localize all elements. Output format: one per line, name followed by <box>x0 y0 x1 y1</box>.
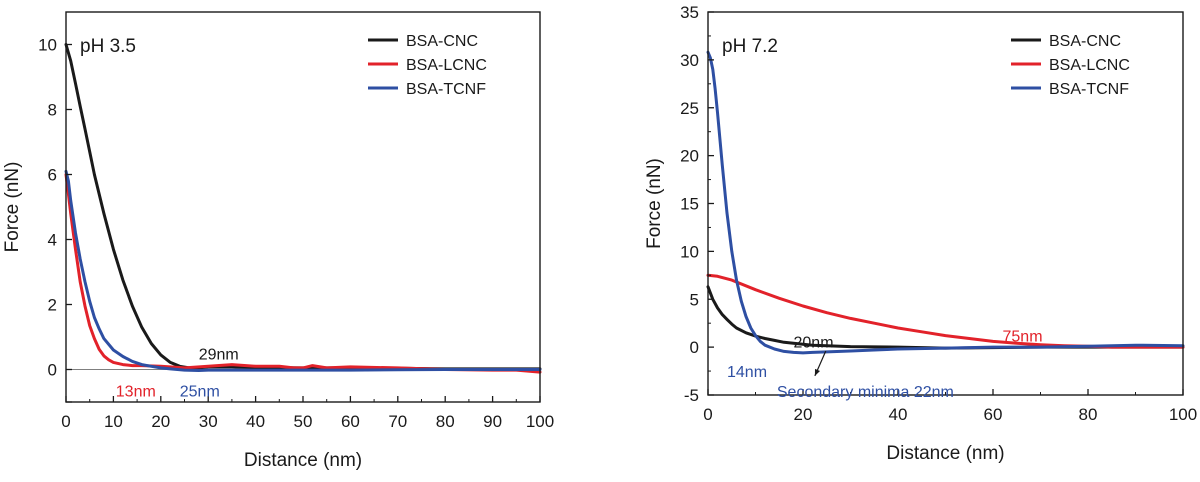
legend-label: BSA-LCNC <box>1049 57 1130 74</box>
annotation-label: 20nm <box>794 334 834 351</box>
y-tick-label: 25 <box>680 99 699 118</box>
y-tick-label: 10 <box>680 242 699 261</box>
y-tick-label: 10 <box>38 36 57 55</box>
x-tick-label: 40 <box>246 412 265 431</box>
annotation-label: 29nm <box>199 346 239 363</box>
panel-title: pH 7.2 <box>722 36 778 57</box>
panel-title: pH 3.5 <box>80 36 136 57</box>
x-tick-label: 0 <box>61 412 70 431</box>
x-tick-label: 40 <box>889 405 908 424</box>
y-tick-label: 0 <box>690 338 699 357</box>
y-tick-label: -5 <box>684 386 699 405</box>
legend-label: BSA-TCNF <box>1049 81 1129 98</box>
x-tick-label: 60 <box>984 405 1003 424</box>
x-tick-label: 30 <box>199 412 218 431</box>
x-tick-label: 60 <box>341 412 360 431</box>
series-line-bsa-tcnf <box>706 50 1185 355</box>
annotation-label: 75nm <box>1003 329 1043 346</box>
y-tick-label: 35 <box>680 3 699 22</box>
x-tick-label: 10 <box>104 412 123 431</box>
x-tick-label: 50 <box>294 412 313 431</box>
left-chart: 0 10 20 30 40 50 60 70 80 90 100 0 2 4 6 8 10 Distance (n… <box>2 11 554 471</box>
annotation-label: 14nm <box>727 364 767 381</box>
series-line-bsa-lcnc <box>706 273 1185 349</box>
y-axis-title: Force (nN) <box>644 158 665 249</box>
x-tick-label: 0 <box>703 405 712 424</box>
y-tick-label: 30 <box>680 51 699 70</box>
x-tick-label: 80 <box>1079 405 1098 424</box>
x-tick-label: 100 <box>526 412 554 431</box>
y-tick-label: 0 <box>48 361 57 380</box>
y-tick-label: 8 <box>48 101 57 120</box>
x-tick-label: 70 <box>388 412 407 431</box>
y-axis-title: Force (nN) <box>2 162 23 253</box>
y-tick-label: 5 <box>690 290 699 309</box>
x-tick-label: 100 <box>1169 405 1197 424</box>
legend-label: BSA-TCNF <box>406 81 486 98</box>
y-tick-label: 20 <box>680 147 699 166</box>
y-tick-label: 4 <box>48 231 57 250</box>
x-tick-label: 20 <box>151 412 170 431</box>
series-line-bsa-tcnf <box>64 169 542 372</box>
legend-label: BSA-CNC <box>406 33 478 50</box>
y-tick-label: 2 <box>48 296 57 315</box>
x-axis-title: Distance (nm) <box>244 450 362 471</box>
x-axis-title: Distance (nm) <box>886 443 1004 464</box>
annotation-label: Secondary minima 22nm <box>777 384 954 401</box>
x-tick-label: 20 <box>794 405 813 424</box>
series-line-bsa-cnc <box>706 285 1185 350</box>
x-tick-label: 90 <box>483 412 502 431</box>
series-line-bsa-lcnc <box>64 173 542 374</box>
legend-label: BSA-CNC <box>1049 33 1121 50</box>
arrow-head <box>814 368 820 376</box>
annotation-label: 13nm <box>116 384 156 401</box>
annotation-label: 25nm <box>180 384 220 401</box>
x-tick-label: 80 <box>436 412 455 431</box>
y-tick-label: 15 <box>680 195 699 214</box>
y-tick-label: 6 <box>48 166 57 185</box>
legend-label: BSA-LCNC <box>406 57 487 74</box>
